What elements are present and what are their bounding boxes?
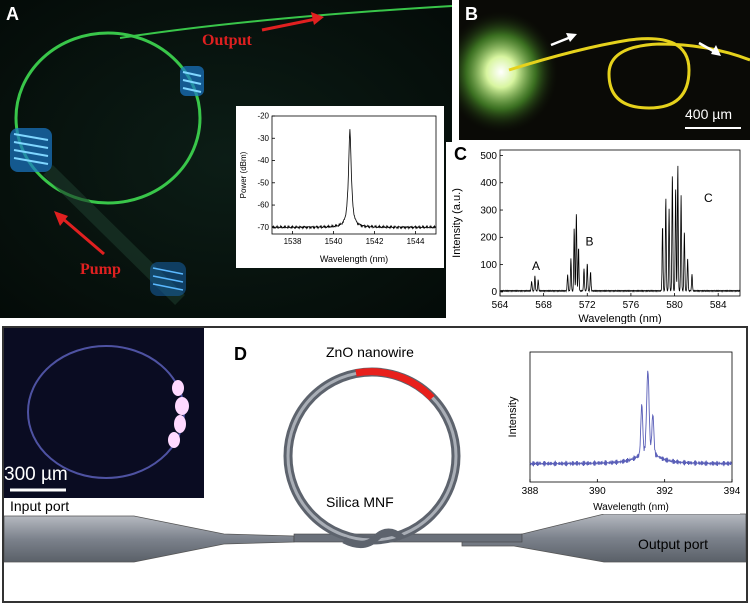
green-ring (14, 31, 202, 205)
yellow-fiber-loop (508, 37, 750, 110)
zno-label: ZnO nanowire (326, 344, 414, 360)
y-tick-label: -60 (257, 201, 269, 210)
y-tick-label: 0 (491, 287, 497, 298)
x-tick-label: 580 (666, 300, 683, 311)
pump-glow (459, 10, 559, 134)
panel-a-label: A (6, 4, 19, 24)
panel-b: B 400 µm (459, 0, 750, 140)
output-label: Output (202, 32, 252, 49)
y-tick-label: -30 (257, 134, 269, 143)
x-tick-label: 572 (579, 300, 596, 311)
blue-coil-right (180, 66, 204, 96)
inset-d-ylabel: Intensity (507, 396, 519, 437)
x-tick-label: 1544 (407, 237, 425, 246)
y-tick-label: -50 (257, 178, 269, 187)
pump-arrow (54, 211, 105, 256)
panel-c-xlabel: Wavelength (nm) (578, 313, 661, 324)
intensity-spectrum-line (499, 165, 741, 293)
inset-a-ylabel: Power (dBm) (239, 151, 248, 198)
ring-photo (4, 328, 204, 498)
white-arrow-left (550, 33, 577, 47)
scale-label-d: 300 µm (4, 464, 68, 485)
input-fiber (4, 515, 295, 563)
y-tick-label: -20 (257, 112, 269, 121)
x-tick-label: 576 (623, 300, 640, 311)
x-tick-label: 392 (656, 486, 673, 497)
x-tick-label: 1538 (284, 237, 302, 246)
panel-b-photo (459, 0, 750, 140)
x-tick-label: 584 (710, 300, 727, 311)
x-tick-label: 388 (522, 486, 539, 497)
panel-d-label: D (234, 344, 247, 364)
y-tick-label: 300 (480, 205, 497, 216)
intensity-spectrum-chart: 564 568 572 576 580 584 0 100 200 300 400 500 A B C W… (451, 149, 741, 324)
scale-label-b: 400 µm (685, 106, 732, 122)
y-tick-label: 400 (480, 178, 497, 189)
output-port-label: Output port (638, 536, 709, 552)
x-tick-label: 1540 (325, 237, 343, 246)
input-label: Input port (10, 498, 70, 514)
y-tick-label: 100 (480, 260, 497, 271)
blue-coil-bottom (150, 262, 186, 296)
y-tick-label: -70 (257, 223, 269, 232)
panel-c-label: C (454, 144, 467, 164)
panel-b-label: B (465, 4, 478, 24)
panel-d-diagram (4, 367, 746, 563)
panel-c-ylabel: Intensity (a.u.) (451, 188, 463, 258)
peak-annotation: C (704, 191, 713, 205)
blue-coil-left (10, 128, 52, 172)
x-tick-label: 394 (724, 486, 740, 497)
zno-nanowire (355, 368, 435, 401)
panel-a: A Output Pump 1538 1540 1542 1544 -20 -30 -40 -… (0, 0, 452, 318)
uv-spectrum-chart: 388 390 392 394 Wavelength (nm) Intensity (507, 351, 740, 513)
output-fiber (119, 5, 452, 39)
uv-spectrum-line (529, 370, 733, 467)
peak-annotation: A (532, 259, 540, 273)
y-tick-label: -40 (257, 156, 269, 165)
inset-d-xlabel: Wavelength (nm) (593, 502, 669, 513)
x-tick-label: 564 (492, 300, 509, 311)
panel-d: D ZnO nanowire Silica MNF Input port Out… (2, 326, 748, 603)
pump-label: Pump (80, 261, 121, 278)
panel-c: 564 568 572 576 580 584 0 100 200 300 400 500 A B C W… (446, 142, 750, 324)
y-tick-label: 500 (480, 151, 497, 162)
panel-d-inset: 388 390 392 394 Wavelength (nm) Intensity (504, 344, 740, 514)
y-tick-label: 200 (480, 233, 497, 244)
white-arrow-right (698, 41, 721, 56)
silica-label: Silica MNF (326, 494, 394, 510)
power-spectrum-line (271, 129, 437, 230)
panel-a-inset: 1538 1540 1542 1544 -20 -30 -40 -50 -60 -70 Wavel… (236, 106, 444, 268)
inset-a-xlabel: Wavelength (nm) (320, 254, 388, 264)
x-tick-label: 1542 (366, 237, 384, 246)
output-arrow (261, 12, 324, 32)
output-fiber (461, 513, 746, 563)
power-spectrum-chart: 1538 1540 1542 1544 -20 -30 -40 -50 -60 -70 Wavel… (239, 112, 437, 264)
peak-annotation: B (585, 235, 593, 249)
x-tick-label: 390 (589, 486, 606, 497)
x-tick-label: 568 (535, 300, 552, 311)
ring-photo-inset: 300 µm (4, 328, 204, 498)
